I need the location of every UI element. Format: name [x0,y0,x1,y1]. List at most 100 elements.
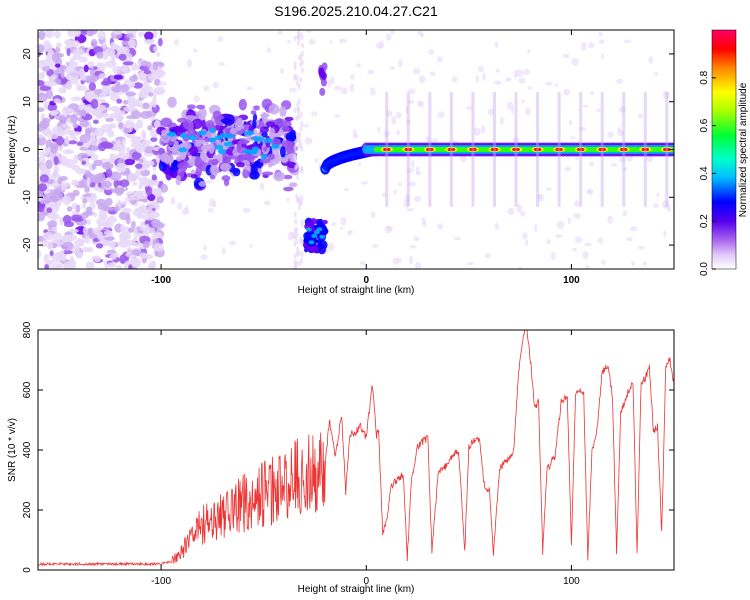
noise-blob [66,47,71,57]
cluster-blob [259,158,271,164]
faint-blob [564,166,572,172]
faint-blob [408,88,416,95]
noise-blob [75,204,81,213]
noise-blob [52,125,64,135]
faint-blob [585,264,590,269]
colorbar-label: Normalized spectral amplitude [738,82,749,217]
noise-blob [128,227,135,233]
branch-blob [309,245,320,253]
cluster-blob [261,171,274,176]
noise-blob [80,178,89,188]
gap-streak [295,80,299,87]
faint-blob [422,220,427,228]
noise-blob [45,89,54,100]
snr-panel: -100 0 100 0 200 400 600 800 Height of straigh… [7,321,675,595]
faint-blob [582,104,589,108]
noise-blob [56,263,64,268]
faint-blob [425,135,430,143]
faint-blob [158,81,167,87]
faint-blob [418,75,426,84]
spectrum-y-tick-label: -20 [22,237,33,252]
noise-blob [141,60,148,67]
noise-blob [85,206,93,215]
noise-blob [84,170,92,179]
noise-blob [135,163,143,169]
faint-blob [622,210,627,217]
cluster-blob [214,114,226,127]
faint-blob [266,47,272,53]
noise-blob [38,249,42,259]
noise-blob [73,154,79,164]
gap-streak [299,54,303,61]
faint-blob [408,181,416,187]
faint-blob [327,79,331,89]
noise-blob [123,122,135,129]
snr-series [38,330,674,567]
cluster-blob [179,149,186,160]
faint-blob [451,75,458,83]
faint-blob [217,36,224,42]
noise-blob [136,232,142,239]
faint-blob [334,85,342,91]
gap-streak [296,39,300,46]
gap-streak [299,199,303,206]
noise-blob [109,253,117,260]
gap-streak [293,264,297,269]
faint-blob [586,190,594,194]
noise-blob [64,40,76,46]
noise-blob [60,249,65,255]
noise-blob [141,91,148,99]
noise-blob [155,52,161,57]
cluster-hot-blob [223,141,233,147]
faint-blob [667,204,672,213]
noise-blob [49,250,54,256]
upper-blob [319,87,326,96]
cluster-blob [220,118,233,124]
gap-streak [295,226,299,233]
line-spot-red [382,147,391,152]
faint-blob [512,137,520,143]
noise-blob [46,207,53,214]
gap-streak [298,131,302,138]
noise-blob [120,46,130,56]
faint-blob [505,77,512,82]
noise-blob [60,68,65,79]
line-spot-red [533,147,542,152]
noise-blob [77,237,82,246]
faint-blob [415,171,422,176]
faint-blob [181,208,190,216]
noise-blob [132,208,143,217]
faint-blob [359,260,366,266]
cluster-blob [284,116,294,121]
faint-blob [477,65,485,73]
noise-blob [54,63,61,68]
noise-blob [47,220,58,228]
noise-blob [104,236,115,241]
faint-blob [314,158,319,163]
gap-streak [299,77,303,84]
noise-blob [112,30,123,35]
noise-blob [71,179,79,186]
faint-blob [331,222,337,226]
colorbar-tick-label: 0.6 [699,118,710,132]
cluster-blob [240,159,251,170]
gap-streak [297,98,301,105]
cluster-blob [191,118,203,129]
cluster-blob [232,167,241,177]
noise-blob [90,39,98,48]
noise-blob [97,30,106,40]
noise-blob [59,64,67,70]
line-streak [536,92,540,207]
faint-blob [623,167,628,172]
spectrum-heatmap [38,30,674,269]
snr-x-ticks: -100 0 100 [151,330,580,587]
faint-blob [584,242,592,247]
spectrum-x-axis-label: Height of straight line (km) [298,285,415,296]
noise-blob [122,61,134,66]
colorbar-tick-label: 0.0 [699,262,710,276]
noise-blob [139,221,145,231]
faint-blob [555,234,563,239]
noise-blob [40,59,51,67]
faint-blob [572,248,577,252]
spectrum-y-axis-label: Frequency (Hz) [7,116,18,185]
